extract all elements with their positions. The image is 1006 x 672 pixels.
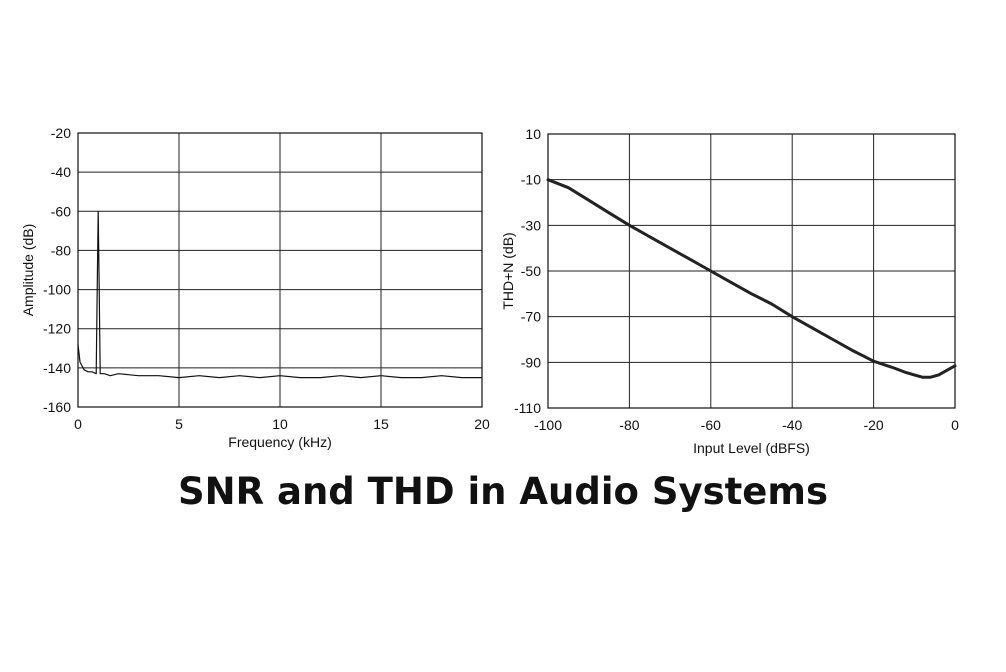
y-tick-label: -40 [51, 164, 71, 180]
y-tick-label: -70 [521, 309, 541, 325]
y-tick-label: -20 [51, 125, 71, 141]
y-tick-label: -90 [521, 354, 541, 370]
x-tick-label: -100 [534, 417, 562, 433]
charts-svg: 0 5 10 15 20-20-40-60-80-100-120-140-160Freq… [20, 125, 959, 456]
y-tick-label: -50 [521, 263, 541, 279]
page-title: SNR and THD in Audio Systems [178, 470, 828, 513]
x-axis-label: Frequency (kHz) [228, 434, 331, 450]
x-tick-label: 0 [951, 417, 959, 433]
y-tick-label: -10 [521, 172, 541, 188]
y-tick-label: -140 [43, 360, 71, 376]
charts-area: 0 5 10 15 20 -20 -40 -60 -80 -100 -120 -140 -160 Freq… [20, 125, 959, 456]
y-tick-label: 10 [525, 126, 541, 142]
y-tick-label: -60 [51, 203, 71, 219]
y-tick-label: -100 [43, 282, 71, 298]
chart-1: 0 5 10 15 20 -20 -40 -60 -80 -100 -120 -140 -160 Freq… [20, 125, 490, 450]
x-tick-label: -40 [782, 417, 802, 433]
y-tick-label: -160 [43, 399, 71, 415]
x-tick-label: 10 [272, 416, 288, 432]
y-axis-label: THD+N (dB) [500, 232, 516, 309]
x-tick-label: -60 [701, 417, 721, 433]
chart-2: -100 -80 -60 -40 -20 0 10 -10 -30 -50 -70 -90 -110 In… [500, 126, 959, 456]
x-tick-label: 20 [474, 416, 490, 432]
x-tick-label: -80 [619, 417, 639, 433]
x-tick-label: -20 [863, 417, 883, 433]
y-tick-label: -120 [43, 321, 71, 337]
x-axis-label: Input Level (dBFS) [693, 440, 810, 456]
plot-frame [547, 133, 956, 409]
x-tick-label: 15 [373, 416, 389, 432]
x-tick-label: 0 [74, 416, 82, 432]
series-line [77, 210, 483, 379]
plot-frame [77, 132, 483, 408]
series-line [546, 178, 957, 379]
y-tick-label: -80 [51, 242, 71, 258]
y-tick-label: -30 [521, 217, 541, 233]
x-tick-label: 5 [175, 416, 183, 432]
y-axis-label: Amplitude (dB) [20, 224, 36, 317]
y-tick-label: -110 [514, 400, 541, 416]
